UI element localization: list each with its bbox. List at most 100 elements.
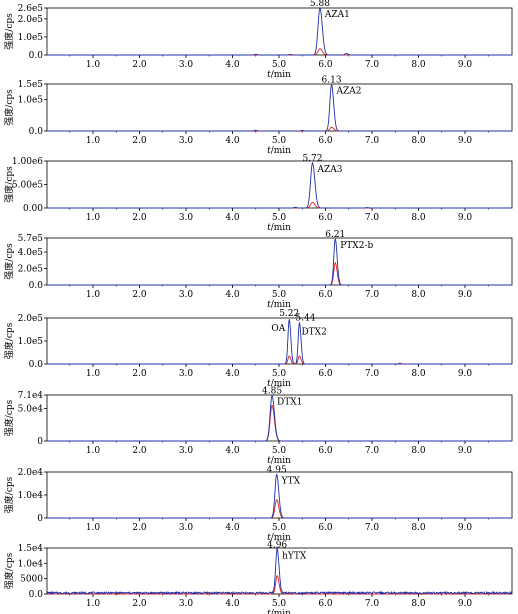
series-line-red — [47, 48, 512, 56]
plot-frame — [46, 83, 513, 132]
y-tick-label: 1.00e6 — [12, 157, 43, 167]
x-tick-label: 1.0 — [86, 599, 101, 609]
plot-frame — [46, 7, 513, 56]
peak-retention-time-label: 4.95 — [267, 465, 287, 475]
y-tick-label: 0.0 — [29, 127, 44, 137]
peak-compound-label: DTX1 — [277, 398, 302, 408]
peak-retention-time-label: 5.88 — [310, 0, 330, 9]
peak-retention-time-label: 4.96 — [267, 541, 287, 551]
y-tick-label: 2.6e5 — [18, 4, 44, 14]
series-line-red — [47, 201, 512, 209]
series-line-blue — [47, 395, 512, 442]
panel-4: 1.0 2.0 3.0 4.0 5.0 6.0 7.0 8.0 9.0 t/min 0.0 2.0e5… — [3, 230, 513, 310]
x-axis-label: t/min — [267, 300, 291, 310]
x-tick-label: 6.0 — [318, 446, 333, 456]
x-tick-label: 6.0 — [318, 523, 333, 533]
series-line-blue — [47, 238, 512, 286]
series-line-blue — [47, 7, 512, 56]
panel-8: 1.0 2.0 3.0 4.0 5.0 6.0 7.0 8.0 9.0 t/min 0.0 5000 1… — [3, 541, 513, 614]
y-axis-label: 强度/cps — [3, 399, 15, 436]
peak-compound-label: DTX2 — [301, 328, 326, 338]
x-tick-label: 3.0 — [179, 136, 194, 146]
series-line-red — [47, 261, 512, 286]
y-tick-label: 0.0 — [29, 590, 44, 600]
x-tick-label: 8.0 — [411, 446, 426, 456]
x-tick-label: 8.0 — [411, 60, 426, 70]
y-tick-label: 1.0e5 — [18, 96, 44, 106]
x-tick-label: 2.0 — [132, 599, 147, 609]
x-tick-label: 8.0 — [411, 136, 426, 146]
y-tick-label: 2.0e4 — [18, 468, 44, 478]
y-tick-label: 5.00e5 — [12, 181, 43, 191]
peak-retention-time-label: 6.21 — [325, 230, 345, 240]
y-tick-label: 0 — [37, 514, 43, 524]
x-tick-label: 6.0 — [318, 599, 333, 609]
x-tick-label: 4.0 — [225, 136, 240, 146]
y-tick-label: 1.0e4 — [18, 491, 44, 501]
x-tick-label: 6.0 — [318, 369, 333, 379]
x-tick-label: 5.0 — [272, 369, 287, 379]
x-tick-label: 5.0 — [272, 446, 287, 456]
x-tick-label: 4.0 — [225, 290, 240, 300]
x-tick-label: 1.0 — [86, 136, 101, 146]
x-tick-label: 7.0 — [365, 60, 380, 70]
x-tick-label: 6.0 — [318, 136, 333, 146]
x-tick-label: 1.0 — [86, 446, 101, 456]
x-tick-label: 9.0 — [458, 213, 473, 223]
x-tick-label: 8.0 — [411, 213, 426, 223]
peak-compound-label: PTX2-b — [340, 241, 373, 251]
y-tick-label: 7.1e4 — [18, 391, 44, 401]
x-tick-label: 4.0 — [225, 599, 240, 609]
x-tick-label: 2.0 — [132, 213, 147, 223]
peak-retention-time-label: 5.72 — [302, 154, 322, 164]
panel-7: 1.0 2.0 3.0 4.0 5.0 6.0 7.0 8.0 9.0 t/min 0 1.0e4 2.… — [3, 465, 513, 543]
y-tick-label: 1.5e4 — [18, 544, 44, 554]
x-tick-label: 7.0 — [365, 523, 380, 533]
x-axis-label: t/min — [267, 456, 291, 466]
y-axis-label: 强度/cps — [3, 243, 15, 280]
y-tick-label: 2.0e5 — [18, 314, 44, 324]
y-tick-label: 5.7e5 — [18, 234, 44, 244]
x-tick-label: 2.0 — [132, 290, 147, 300]
x-tick-label: 8.0 — [411, 523, 426, 533]
y-tick-label: 2.0e5 — [18, 265, 44, 275]
peak-compound-label: AZA2 — [336, 87, 362, 97]
x-tick-label: 3.0 — [179, 369, 194, 379]
plot-frame — [46, 160, 513, 209]
y-tick-label: 0 — [37, 437, 43, 447]
x-tick-label: 9.0 — [458, 369, 473, 379]
plot-frame — [46, 237, 513, 286]
peak-compound-label: AZA3 — [316, 165, 342, 175]
x-tick-label: 2.0 — [132, 136, 147, 146]
x-tick-label: 1.0 — [86, 213, 101, 223]
series-line-blue — [46, 547, 513, 596]
x-tick-label: 1.0 — [86, 369, 101, 379]
series-line-blue — [47, 83, 512, 132]
x-tick-label: 9.0 — [458, 60, 473, 70]
peak-retention-time-label: 5.22 — [279, 309, 299, 319]
y-axis-label: 强度/cps — [3, 13, 15, 50]
peak-compound-label: OA — [271, 324, 285, 334]
y-tick-label: 4.0e5 — [18, 248, 44, 258]
x-axis-label: t/min — [267, 70, 291, 80]
y-axis-label: 强度/cps — [3, 166, 15, 203]
x-tick-label: 9.0 — [458, 446, 473, 456]
y-tick-label: 0.0 — [29, 360, 44, 370]
x-tick-label: 8.0 — [411, 290, 426, 300]
y-axis-label: 强度/cps — [3, 476, 15, 513]
x-tick-label: 6.0 — [318, 60, 333, 70]
series-line-blue — [47, 473, 512, 519]
x-tick-label: 3.0 — [179, 523, 194, 533]
panel-1: 1.0 2.0 3.0 4.0 5.0 6.0 7.0 8.0 9.0 t/min 0.0 1.0e5… — [3, 0, 513, 80]
x-axis-label: t/min — [267, 146, 291, 156]
x-tick-label: 9.0 — [458, 136, 473, 146]
series-line-red — [47, 404, 512, 442]
x-axis-label: t/min — [267, 223, 291, 233]
peak-retention-time-label: 5.44 — [295, 314, 315, 324]
x-tick-label: 3.0 — [179, 290, 194, 300]
x-tick-label: 9.0 — [458, 523, 473, 533]
x-tick-label: 3.0 — [179, 599, 194, 609]
x-tick-label: 8.0 — [411, 599, 426, 609]
x-tick-label: 4.0 — [225, 369, 240, 379]
x-tick-label: 2.0 — [132, 369, 147, 379]
